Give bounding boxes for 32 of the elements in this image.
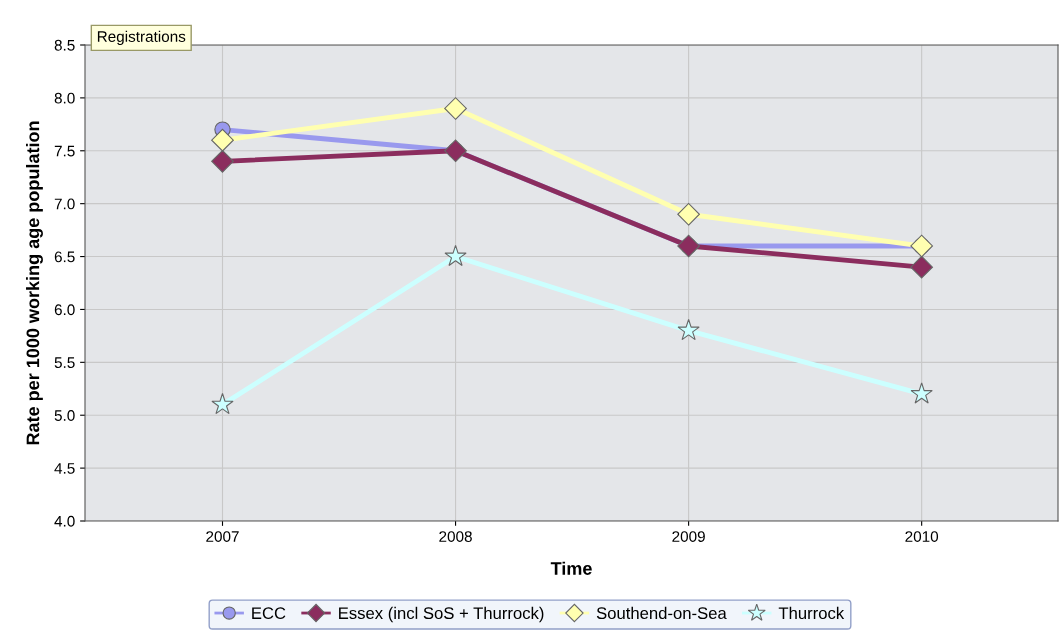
y-tick-label: 4.5 [54, 463, 75, 474]
y-tick-label: 7.0 [54, 198, 75, 210]
legend-label: Essex (incl SoS + Thurrock) [339, 606, 544, 623]
point [444, 139, 467, 163]
point [677, 202, 700, 226]
x-tick-label: 2009 [672, 531, 705, 542]
y-axis-title: Rate per 1000 working age population [26, 121, 43, 445]
point [910, 382, 933, 404]
y-tick-label: 5.5 [54, 357, 75, 369]
y-tick-label: 4.0 [54, 515, 75, 527]
point [211, 128, 234, 152]
y-tick-label: 8.5 [54, 39, 75, 51]
y-tick-label: 6.0 [54, 304, 75, 316]
point [677, 318, 700, 341]
x-tick-label: 2008 [439, 531, 472, 542]
point [444, 244, 467, 267]
point [910, 234, 934, 258]
point [211, 392, 234, 415]
y-tick-label: 6.5 [54, 251, 75, 263]
legend-label: Thurrock [778, 606, 845, 620]
x-tick-label: 2010 [905, 531, 939, 542]
y-tick-label: 8.0 [54, 92, 75, 104]
point [444, 97, 467, 120]
chart-title: Registrations [97, 30, 186, 45]
legend-label: ECC [252, 607, 286, 620]
y-tick-label: 7.5 [54, 145, 75, 157]
legend-label: Southend-on-Sea [596, 606, 727, 620]
point [211, 149, 234, 173]
y-tick-label: 5.0 [54, 410, 75, 421]
x-axis-title: Time [550, 561, 592, 575]
x-tick-label: 2007 [206, 531, 239, 542]
point [910, 255, 934, 279]
